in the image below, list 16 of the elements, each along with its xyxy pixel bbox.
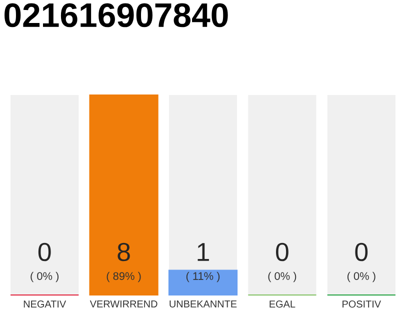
- x-tick-label: VERWIRREND: [90, 300, 158, 308]
- annotation: 1: [198, 243, 209, 261]
- x-tick-label: POSITIV: [342, 300, 382, 308]
- x-tick-label: EGAL: [270, 300, 296, 308]
- annotation: 0: [355, 242, 368, 262]
- x-tick-label: NEGATIV: [24, 300, 66, 308]
- data-label: ( 11% ): [186, 272, 220, 282]
- data-label: ( 0% ): [268, 272, 296, 282]
- data-label: ( 0% ): [347, 272, 376, 282]
- data-label: ( 89% ): [106, 272, 141, 282]
- chart-title: 021616907840: [4, 3, 228, 28]
- annotation: 0: [38, 242, 51, 262]
- annotation: 0: [276, 242, 288, 262]
- data-label: ( 0% ): [30, 272, 59, 282]
- annotation: 8: [118, 242, 130, 262]
- x-tick-label: UNBEKANNTE: [170, 300, 237, 308]
